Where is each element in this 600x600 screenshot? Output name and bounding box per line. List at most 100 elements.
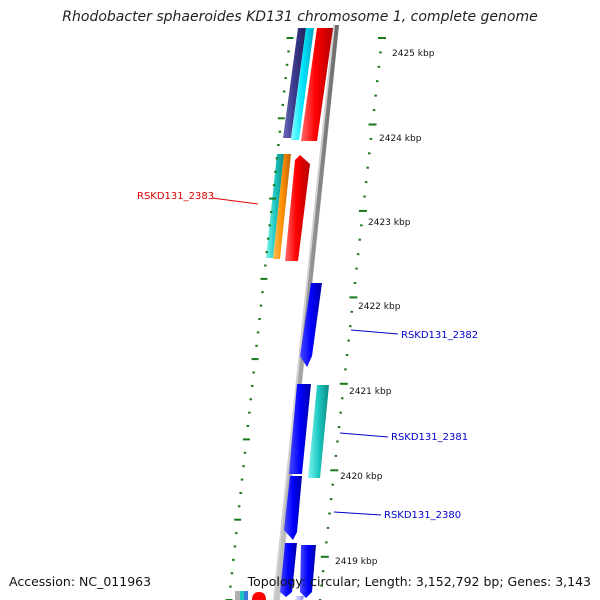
minor-tick xyxy=(230,572,234,575)
major-tick xyxy=(277,117,285,120)
gene-bottom-2 xyxy=(300,545,316,598)
bottom-bit-red xyxy=(252,592,266,600)
gene-2383-orange xyxy=(273,154,291,259)
gene-2380 xyxy=(284,476,302,540)
minor-tick xyxy=(374,94,377,97)
minor-tick xyxy=(366,166,369,169)
gene-label-2380: RSKD131_2380 xyxy=(384,510,461,521)
minor-tick xyxy=(376,80,379,83)
bottom-bit-grey xyxy=(235,591,240,600)
minor-tick xyxy=(233,545,237,548)
minor-tick xyxy=(284,77,287,80)
minor-tick xyxy=(252,371,255,374)
minor-tick xyxy=(325,541,328,544)
minor-tick xyxy=(334,454,338,457)
gene-2382 xyxy=(300,283,322,367)
kbp-label-2420: 2420 kbp xyxy=(340,472,383,482)
minor-tick xyxy=(287,50,290,53)
minor-tick xyxy=(258,318,261,320)
minor-tick xyxy=(339,411,342,414)
minor-tick xyxy=(355,267,358,270)
bottom-bit-cyan xyxy=(240,591,244,600)
kbp-label-2422: 2422 kbp xyxy=(358,302,401,312)
minor-tick xyxy=(269,211,273,213)
gene-label-2382: RSKD131_2382 xyxy=(401,330,478,341)
major-tick xyxy=(339,382,348,385)
minor-tick xyxy=(358,238,361,241)
minor-tick xyxy=(259,304,263,307)
gene-2383-cyan xyxy=(266,154,284,258)
minor-tick xyxy=(255,344,258,347)
minor-tick xyxy=(265,251,268,254)
minor-tick xyxy=(278,130,282,133)
minor-tick xyxy=(261,291,264,294)
major-tick xyxy=(242,438,250,441)
gene-bottom-3 xyxy=(295,596,304,600)
minor-tick xyxy=(256,331,260,334)
kbp-label-2419: 2419 kbp xyxy=(335,557,378,567)
major-tick xyxy=(260,277,268,280)
minor-tick xyxy=(353,282,357,284)
minor-tick xyxy=(237,505,241,508)
minor-tick xyxy=(360,224,363,227)
minor-tick xyxy=(329,498,333,501)
minor-tick xyxy=(364,181,368,184)
gene-top-red xyxy=(301,28,333,141)
gene-top-cyan xyxy=(291,28,314,140)
minor-tick xyxy=(379,51,382,54)
gene-label-2381: RSKD131_2381 xyxy=(391,432,468,443)
minor-tick xyxy=(243,451,247,454)
kbp-label-2423: 2423 kbp xyxy=(368,218,411,228)
minor-tick xyxy=(232,558,235,561)
kbp-label-2424: 2424 kbp xyxy=(379,134,422,144)
minor-tick xyxy=(242,465,245,468)
major-tick xyxy=(251,358,259,361)
leader-2381 xyxy=(339,432,389,438)
minor-tick xyxy=(264,264,267,267)
gene-top-navy xyxy=(283,28,306,138)
minor-tick xyxy=(251,384,254,387)
gene-2381-cyan xyxy=(308,385,329,478)
minor-tick xyxy=(369,137,373,140)
minor-tick xyxy=(246,425,250,427)
minor-tick xyxy=(240,478,244,481)
minor-tick xyxy=(239,492,242,494)
minor-tick xyxy=(275,157,279,160)
minor-tick xyxy=(248,411,251,414)
minor-tick xyxy=(349,325,352,328)
major-tick xyxy=(368,123,377,126)
gene-2381-blue xyxy=(289,384,311,474)
gene-2383-red xyxy=(285,155,310,261)
minor-tick xyxy=(281,103,284,106)
major-tick xyxy=(330,469,339,472)
minor-tick xyxy=(235,532,238,535)
minor-tick xyxy=(282,90,286,93)
minor-tick xyxy=(268,224,271,227)
minor-tick xyxy=(321,570,325,573)
leader-2383 xyxy=(211,197,259,205)
minor-tick xyxy=(331,483,334,486)
major-tick xyxy=(349,296,358,299)
minor-tick xyxy=(337,426,341,429)
minor-tick xyxy=(345,354,349,356)
minor-tick xyxy=(372,109,376,112)
inner-ticks xyxy=(225,37,294,600)
minor-tick xyxy=(229,585,232,588)
minor-tick xyxy=(320,584,323,587)
map-title: Rhodobacter sphaeroides KD131 chromosome… xyxy=(62,9,538,25)
minor-tick xyxy=(344,368,347,371)
major-tick xyxy=(234,518,242,521)
minor-tick xyxy=(277,144,280,146)
major-tick xyxy=(286,37,294,39)
minor-tick xyxy=(272,184,276,187)
minor-tick xyxy=(249,398,252,401)
minor-tick xyxy=(377,65,381,68)
minor-tick xyxy=(328,512,331,515)
gene-bottom-1 xyxy=(280,543,297,597)
minor-tick xyxy=(341,397,344,400)
bottom-bit-blue xyxy=(244,591,248,600)
leader-2382 xyxy=(350,329,399,335)
kbp-label-2421: 2421 kbp xyxy=(349,387,392,397)
kbp-label-2425: 2425 kbp xyxy=(392,49,435,59)
